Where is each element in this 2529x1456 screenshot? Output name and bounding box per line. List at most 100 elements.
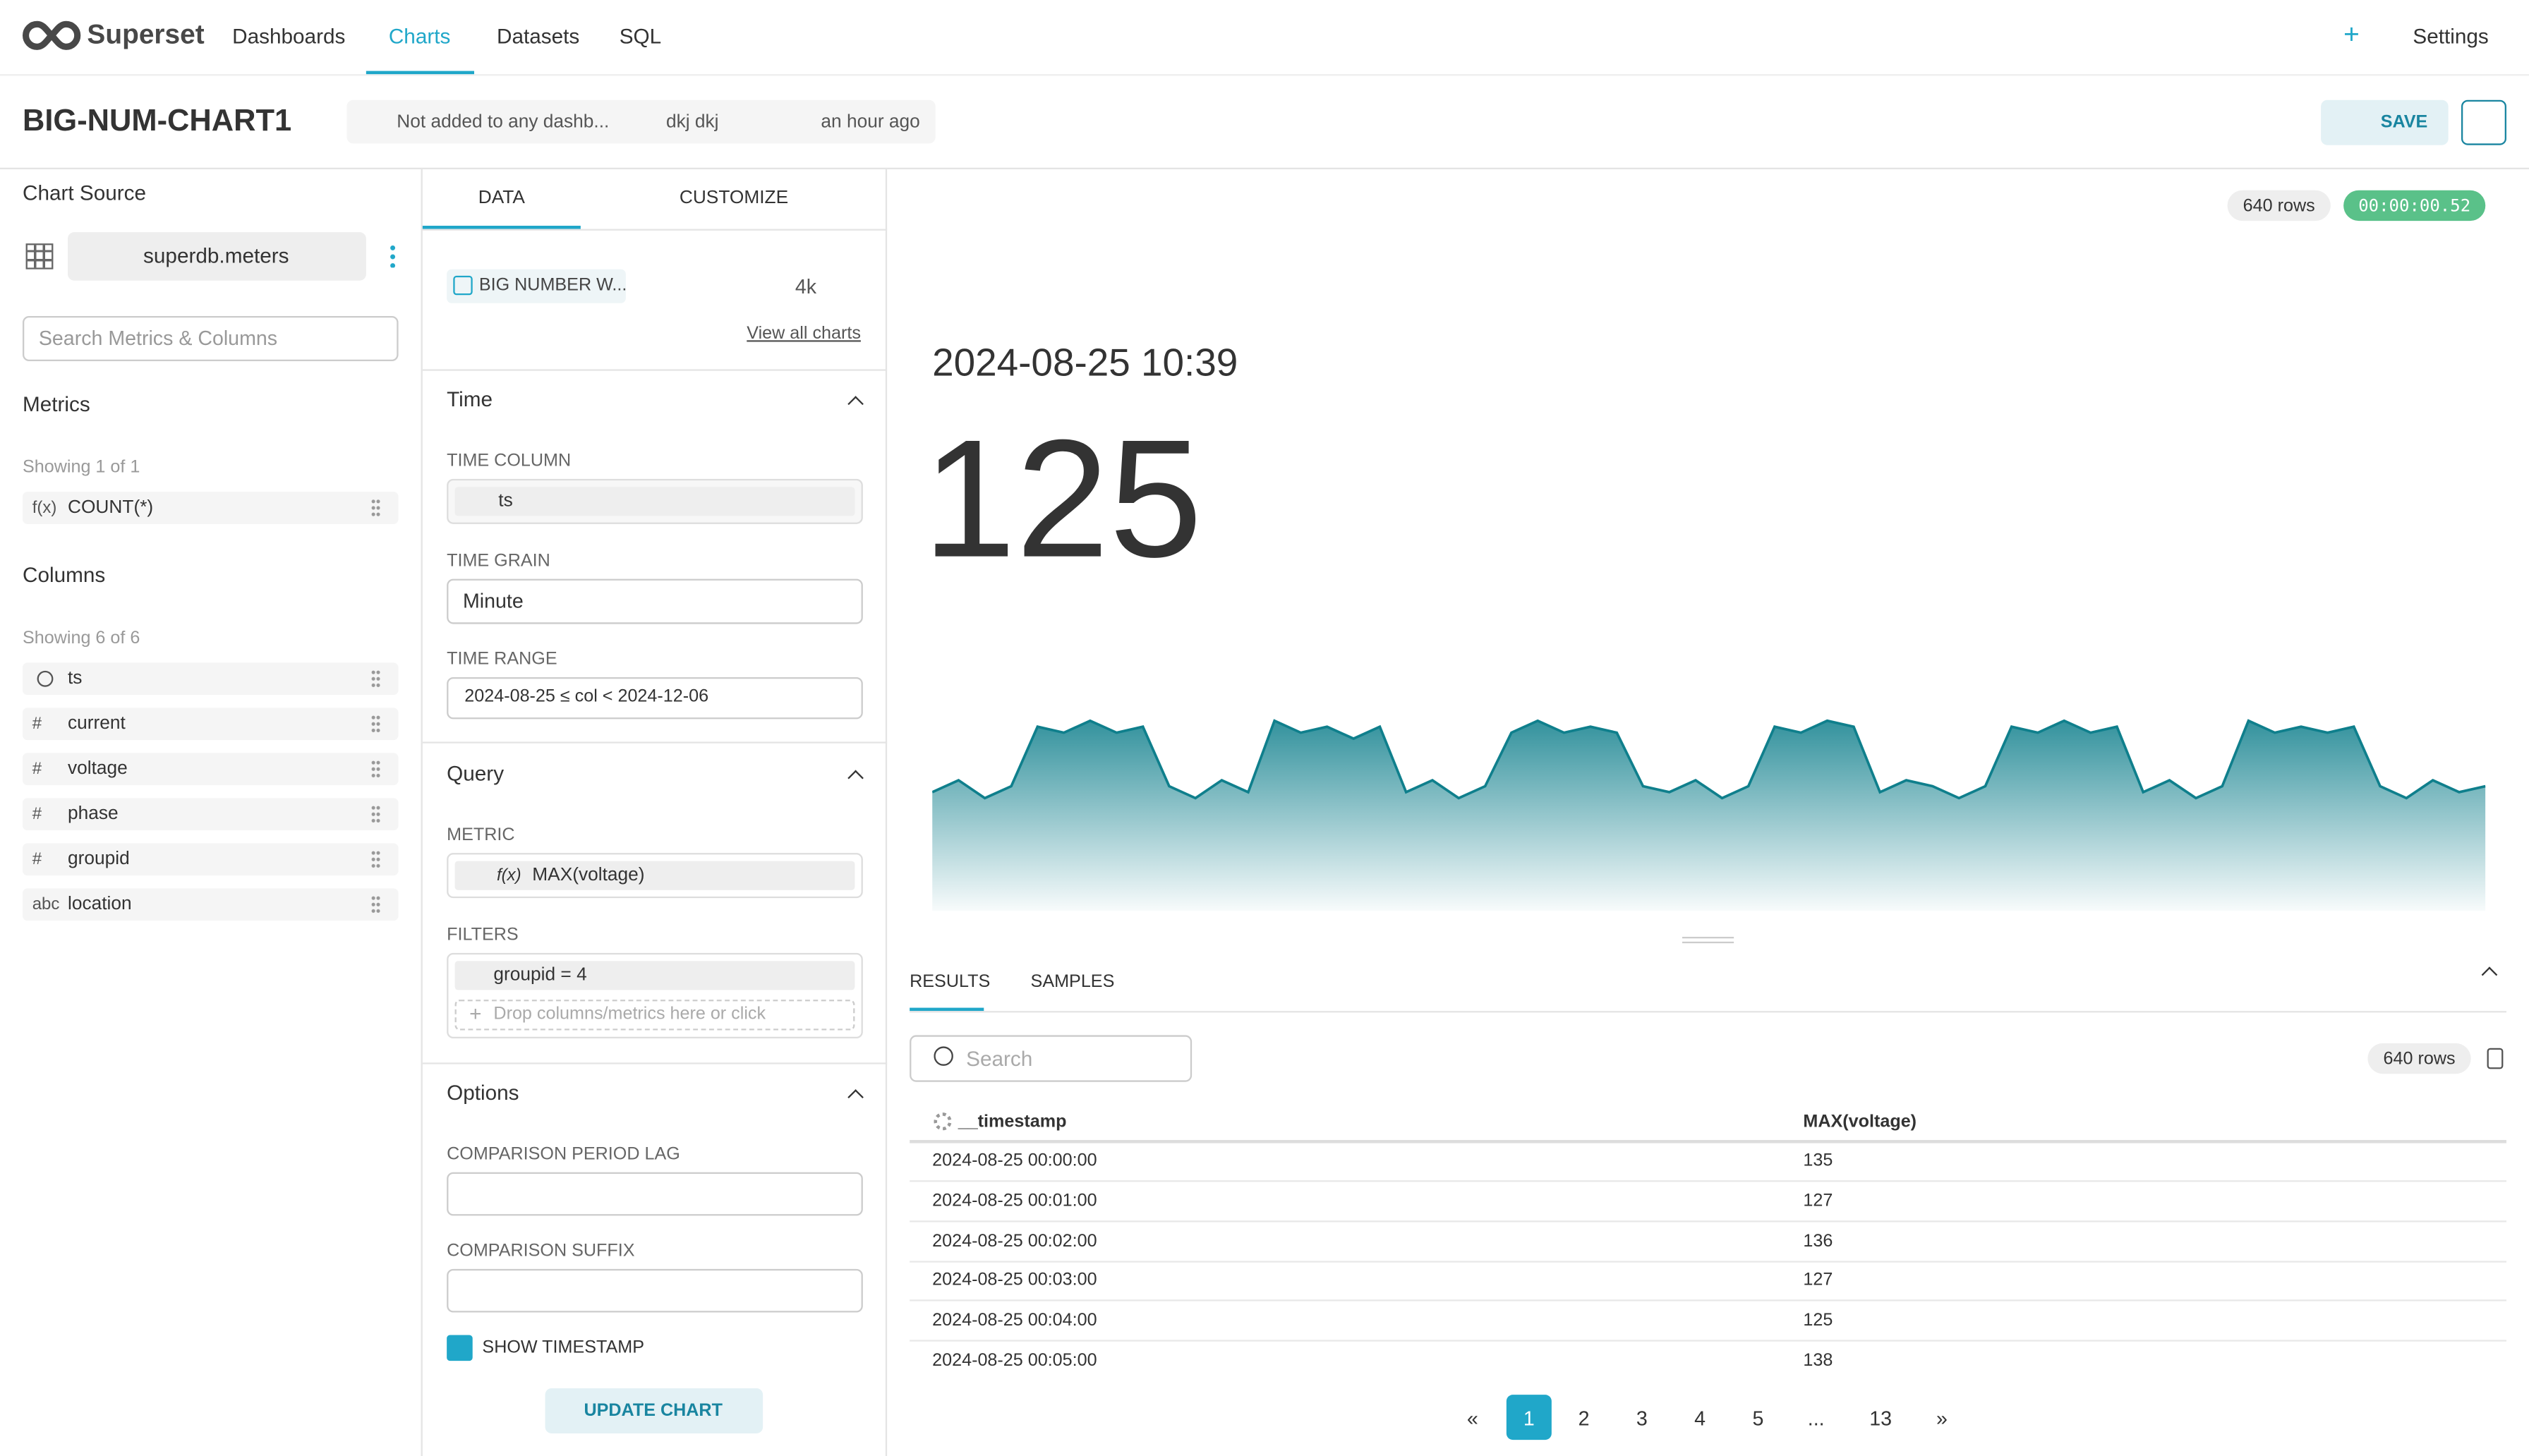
tab-underline — [910, 1007, 984, 1012]
page-link[interactable]: 4 — [1694, 1407, 1706, 1431]
field-value: groupid = 4 — [493, 966, 587, 985]
viz-type[interactable] — [447, 269, 626, 303]
page-link[interactable]: 5 — [1752, 1407, 1764, 1431]
showing-count: Showing 6 of 6 — [22, 629, 140, 648]
drag-handle — [370, 759, 381, 779]
field-label: TIME GRAIN — [447, 551, 550, 571]
section-title: Options — [447, 1080, 519, 1105]
save-label: SAVE — [2380, 112, 2428, 133]
nav-item[interactable]: Datasets — [496, 24, 580, 49]
page-link[interactable]: 1 — [1523, 1407, 1535, 1431]
row-border — [910, 1220, 2506, 1223]
nav-item[interactable]: Charts — [388, 24, 451, 49]
brand: Superset — [87, 19, 205, 50]
input[interactable] — [447, 1268, 863, 1313]
list-item — [22, 708, 399, 741]
tab-divider — [910, 1011, 2506, 1013]
list-item — [22, 753, 399, 786]
input[interactable] — [447, 1172, 863, 1216]
page-active — [1506, 1395, 1552, 1440]
item-name: groupid — [67, 849, 130, 869]
collapse-chevron — [2481, 966, 2498, 983]
page-link[interactable]: 3 — [1636, 1407, 1648, 1431]
type-icon: abc — [32, 894, 60, 914]
field-label: COMPARISON SUFFIX — [447, 1241, 635, 1261]
drag-handle — [370, 849, 381, 869]
field-label: METRIC — [447, 825, 515, 845]
trendline — [932, 719, 2486, 800]
input[interactable] — [447, 677, 863, 720]
section-title: Metrics — [22, 392, 90, 416]
section-title: Columns — [22, 562, 106, 587]
type-icon: f(x) — [496, 866, 521, 885]
row-border — [910, 1180, 2506, 1182]
sparkline — [932, 719, 2486, 911]
page-link[interactable]: 13 — [1869, 1407, 1893, 1431]
tab: DATA — [478, 188, 525, 208]
page-link[interactable]: » — [1936, 1407, 1948, 1431]
dashboard-status: Not added to any dashb... — [397, 112, 610, 133]
modified: an hour ago — [821, 112, 920, 133]
page-link[interactable]: « — [1466, 1407, 1478, 1431]
header-meta — [346, 99, 936, 144]
column-header: __timestamp — [958, 1112, 1067, 1132]
clock-icon — [37, 670, 54, 687]
left-panel — [0, 169, 423, 1456]
save-button[interactable] — [2321, 99, 2449, 145]
tab-underline — [422, 225, 581, 229]
search-placeholder: Search — [966, 1046, 1033, 1071]
field-value: MAX(voltage) — [532, 866, 645, 885]
update-button[interactable] — [545, 1388, 763, 1433]
item-name: current — [67, 714, 126, 734]
list-item — [22, 492, 399, 524]
dataset-box[interactable] — [67, 232, 366, 281]
big-number-timestamp: 2024-08-25 10:39 — [932, 341, 1238, 386]
type-icon: f(x) — [32, 498, 57, 518]
tab: CUSTOMIZE — [679, 188, 789, 208]
drag-handle — [370, 804, 381, 824]
rows-badge — [2227, 190, 2331, 222]
nav-item[interactable]: Dashboards — [232, 24, 346, 49]
select[interactable] — [447, 578, 863, 624]
page-link[interactable]: ... — [1807, 1407, 1825, 1431]
cell: 125 — [1803, 1311, 1833, 1331]
chart-title: BIG-NUM-CHART1 — [22, 104, 292, 139]
field-label: TIME COLUMN — [447, 451, 572, 471]
view-all-link[interactable]: View all charts — [747, 324, 861, 344]
item-name: location — [67, 894, 132, 914]
settings-menu[interactable]: Settings — [2413, 24, 2489, 49]
row-border — [910, 1340, 2506, 1342]
cell: 127 — [1803, 1191, 1833, 1211]
cell: 136 — [1803, 1231, 1833, 1251]
cell: 2024-08-25 00:01:00 — [932, 1191, 1097, 1211]
nav-bar — [0, 0, 2529, 76]
row-border — [910, 1260, 2506, 1262]
results-search[interactable] — [910, 1035, 1193, 1082]
rows-count: 640 rows — [2243, 196, 2315, 217]
section-title: Query — [447, 760, 505, 786]
drag-handle — [370, 498, 381, 518]
drop-plus: + — [469, 1001, 482, 1026]
nav-active-underline — [366, 71, 474, 75]
rows-count: 640 rows — [2383, 1049, 2456, 1069]
grid-icon — [25, 243, 54, 269]
field-label: FILTERS — [447, 925, 519, 945]
checkbox[interactable] — [447, 1335, 473, 1361]
big-number: 125 — [922, 406, 1203, 594]
column-header: MAX(voltage) — [1803, 1112, 1917, 1132]
copy-icon — [2487, 1048, 2504, 1069]
type-icon: # — [32, 714, 42, 734]
page-link[interactable]: 2 — [1578, 1407, 1590, 1431]
add-button[interactable]: + — [2343, 19, 2360, 50]
drag-handle — [370, 714, 381, 734]
header-bar — [0, 75, 2529, 169]
tab-divider — [422, 229, 888, 231]
nav-item[interactable]: SQL — [619, 24, 662, 49]
more-button[interactable] — [2461, 99, 2506, 145]
drop-zone[interactable] — [454, 1000, 855, 1031]
drop-hint: Drop columns/metrics here or click — [493, 1004, 766, 1024]
tab: RESULTS — [910, 972, 991, 992]
panel-title: Chart Source — [22, 180, 147, 205]
